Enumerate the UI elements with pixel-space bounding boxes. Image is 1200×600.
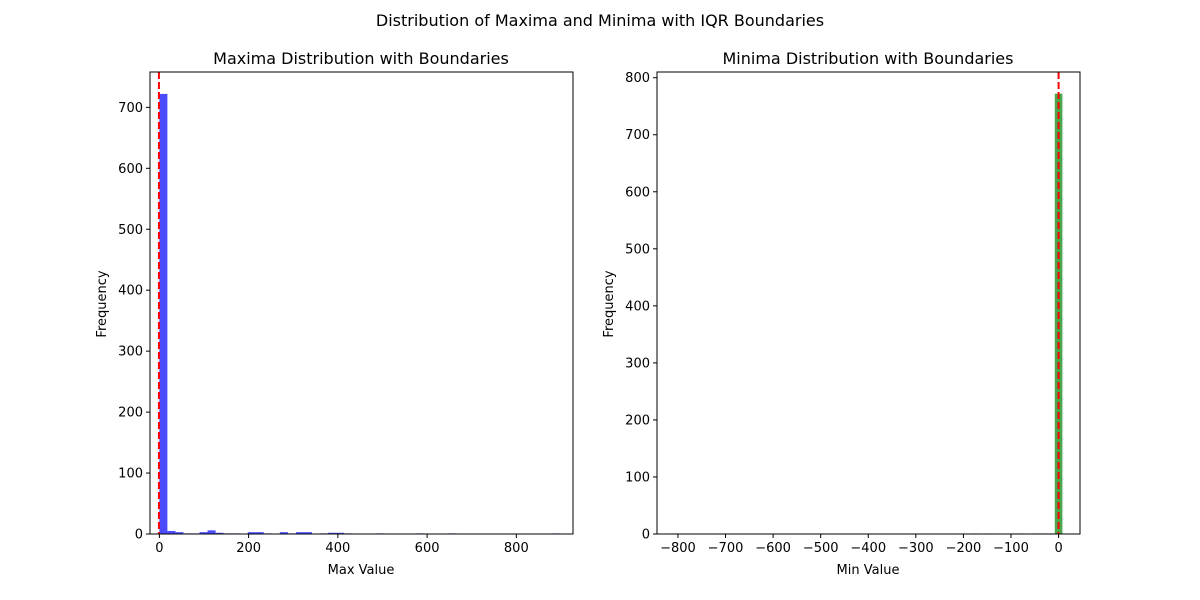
minima-y-tick-label-8: 800 xyxy=(625,71,650,86)
maxima-y-tick-label-6: 600 xyxy=(118,162,143,177)
maxima-y-tick-label-1: 100 xyxy=(118,467,143,482)
maxima-histogram-panel: Maxima Distribution with Boundaries Max … xyxy=(95,49,574,578)
minima-histogram-panel: Minima Distribution with Boundaries Min … xyxy=(602,49,1081,578)
figure-suptitle: Distribution of Maxima and Minima with I… xyxy=(376,11,824,30)
maxima-bar-6 xyxy=(207,530,216,534)
minima-x-tick-label-1: −700 xyxy=(708,541,744,556)
maxima-x-tick-label-1: 200 xyxy=(236,541,261,556)
maxima-x-tick-label-4: 800 xyxy=(504,541,529,556)
maxima-bar-16 xyxy=(303,532,312,534)
minima-x-tick-label-4: −400 xyxy=(850,541,886,556)
maxima-chart-title: Maxima Distribution with Boundaries xyxy=(213,49,509,68)
maxima-bar-0 xyxy=(159,93,168,534)
maxima-bar-11 xyxy=(255,532,264,534)
maxima-bar-15 xyxy=(295,532,304,534)
minima-y-tick-label-6: 600 xyxy=(625,185,650,200)
minima-y-axis-label: Frequency xyxy=(602,270,617,337)
maxima-x-tick-label-3: 600 xyxy=(415,541,440,556)
maxima-y-axis-label: Frequency xyxy=(95,270,110,337)
maxima-axes-frame xyxy=(149,71,574,535)
minima-chart-title: Minima Distribution with Boundaries xyxy=(723,49,1014,68)
minima-x-tick-label-7: −100 xyxy=(993,541,1029,556)
maxima-y-tick-label-2: 200 xyxy=(118,406,143,421)
minima-y-tick-label-0: 0 xyxy=(642,528,650,543)
minima-x-tick-label-5: −300 xyxy=(898,541,934,556)
maxima-bar-2 xyxy=(175,532,184,534)
maxima-x-axis-label: Max Value xyxy=(328,563,395,578)
maxima-bar-18 xyxy=(328,532,337,534)
maxima-bar-5 xyxy=(199,532,208,534)
minima-y-tick-label-2: 200 xyxy=(625,413,650,428)
maxima-y-tick-label-5: 500 xyxy=(118,223,143,238)
maxima-bar-7 xyxy=(215,532,224,534)
minima-x-axis-label: Min Value xyxy=(837,563,900,578)
maxima-bar-10 xyxy=(247,532,256,534)
minima-y-tick-label-5: 500 xyxy=(625,242,650,257)
minima-y-tick-label-1: 100 xyxy=(625,470,650,485)
maxima-bar-1 xyxy=(167,530,176,534)
minima-axes-frame xyxy=(656,71,1081,535)
maxima-y-tick-label-7: 700 xyxy=(118,101,143,116)
minima-y-tick-label-4: 400 xyxy=(625,299,650,314)
maxima-y-tick-label-0: 0 xyxy=(135,528,143,543)
minima-y-tick-label-3: 300 xyxy=(625,356,650,371)
maxima-bar-13 xyxy=(279,532,288,534)
minima-x-tick-label-6: −200 xyxy=(946,541,982,556)
minima-x-tick-label-8: 0 xyxy=(1054,541,1062,556)
minima-y-tick-label-7: 700 xyxy=(625,128,650,143)
maxima-x-tick-label-2: 400 xyxy=(325,541,350,556)
minima-x-tick-label-3: −500 xyxy=(803,541,839,556)
maxima-x-tick-label-0: 0 xyxy=(155,541,163,556)
minima-x-tick-label-0: −800 xyxy=(660,541,696,556)
maxima-bar-19 xyxy=(336,532,345,534)
maxima-y-tick-label-4: 400 xyxy=(118,284,143,299)
minima-x-tick-label-2: −600 xyxy=(755,541,791,556)
maxima-y-tick-label-3: 300 xyxy=(118,345,143,360)
